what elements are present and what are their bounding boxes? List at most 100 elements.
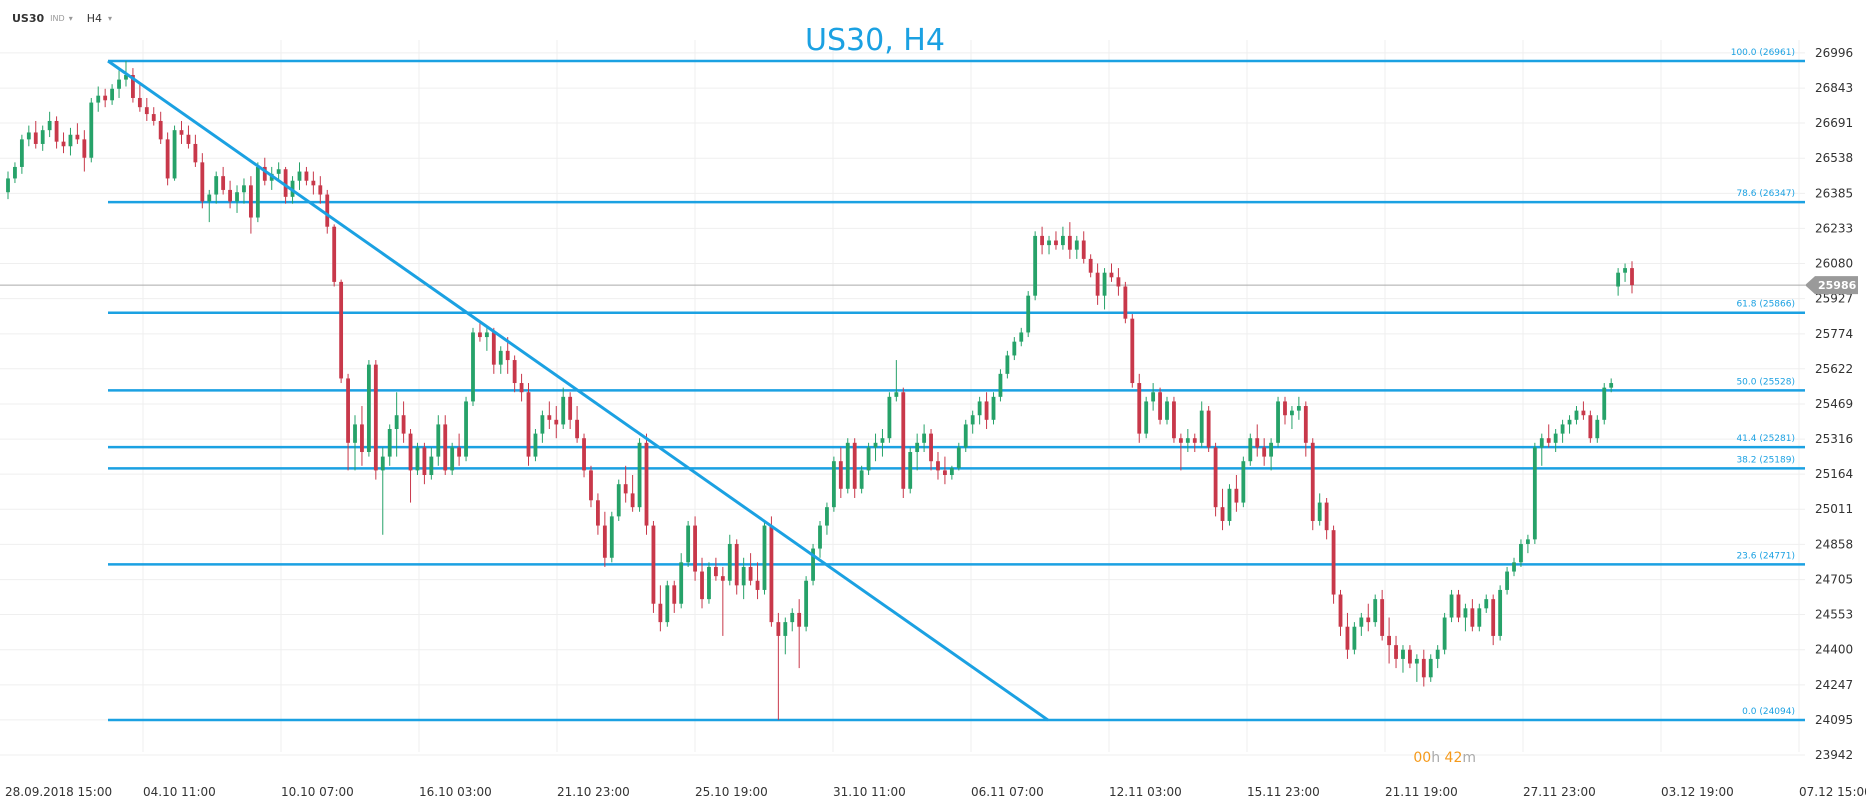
y-tick-label: 25164	[1815, 467, 1853, 481]
candle	[1449, 589, 1454, 623]
candle-body	[1276, 401, 1280, 443]
candle-body	[283, 169, 288, 197]
candle-body	[1345, 626, 1350, 650]
candle	[894, 360, 899, 402]
candle	[596, 493, 600, 535]
candle-body	[707, 566, 711, 600]
candle-body	[1338, 594, 1343, 627]
candle-body	[346, 378, 350, 443]
x-tick-label: 03.12 19:00	[1661, 785, 1734, 799]
candle-body	[1401, 649, 1405, 659]
candle-body	[1213, 447, 1218, 508]
candle	[1519, 539, 1523, 567]
candle-body	[297, 171, 302, 181]
candle	[297, 162, 302, 190]
candle	[845, 438, 850, 494]
candle	[96, 86, 101, 112]
candle-body	[956, 447, 961, 469]
candle	[1491, 594, 1496, 646]
candle-body	[748, 566, 753, 581]
candle	[776, 612, 781, 721]
candle	[1338, 589, 1343, 636]
candle-body	[1005, 355, 1010, 374]
candle	[1484, 594, 1489, 613]
current-price-label: 25986	[1818, 279, 1857, 292]
symbol-selector[interactable]: US30	[12, 11, 45, 25]
candle-body	[471, 332, 475, 402]
candle-body	[977, 401, 982, 416]
candle-body	[554, 419, 559, 425]
candle-body	[526, 392, 531, 457]
grid-layer	[0, 40, 1805, 756]
candle-body	[1206, 410, 1211, 448]
candle	[672, 580, 677, 613]
candle	[1310, 438, 1315, 531]
candle-body	[318, 185, 323, 195]
candle-body	[1047, 240, 1051, 246]
candle-body	[255, 166, 260, 218]
timeframe-dropdown-icon[interactable]: ▾	[107, 13, 112, 23]
candle	[1435, 645, 1440, 669]
candle-body	[26, 132, 31, 140]
candle-body	[804, 580, 809, 627]
candle-body	[1456, 594, 1461, 618]
candle	[693, 516, 697, 581]
candle	[339, 279, 344, 384]
candle	[1123, 281, 1128, 324]
candle	[741, 557, 746, 600]
x-tick-label: 06.11 07:00	[971, 785, 1044, 799]
candle	[1005, 350, 1010, 379]
candle	[1303, 401, 1308, 457]
candle-body	[831, 461, 836, 508]
y-tick-label: 26385	[1815, 186, 1853, 200]
candle-body	[665, 585, 670, 623]
candle-body	[165, 139, 170, 179]
candle	[1623, 263, 1627, 282]
candle	[818, 520, 822, 558]
candle-body	[589, 470, 593, 501]
candle-body	[1012, 341, 1017, 356]
candle	[26, 125, 31, 147]
candle	[82, 130, 87, 172]
candle	[707, 562, 711, 604]
candle	[804, 576, 809, 632]
candle	[1546, 424, 1551, 448]
candle-body	[1130, 318, 1135, 384]
candle-body	[124, 74, 128, 80]
candle	[623, 465, 628, 503]
candle-body	[117, 79, 121, 89]
candle-body	[519, 383, 524, 393]
candle-body	[1477, 608, 1482, 627]
candle	[1428, 654, 1433, 682]
x-tick-label: 10.10 07:00	[281, 785, 354, 799]
candle-body	[1067, 235, 1072, 250]
candle	[478, 323, 482, 342]
candle	[825, 502, 829, 535]
candle-body	[1088, 258, 1093, 273]
candle	[1130, 314, 1135, 388]
candle	[915, 433, 920, 471]
candle	[207, 189, 212, 223]
candle	[443, 415, 448, 475]
timer-hours-unit: h	[1431, 750, 1441, 766]
timeframe-selector[interactable]: H4	[86, 11, 102, 25]
candle	[387, 424, 392, 466]
candle	[1456, 589, 1461, 623]
candle	[366, 360, 371, 457]
candle-body	[387, 429, 392, 457]
symbol-dropdown-icon[interactable]: ▾	[68, 13, 73, 23]
candle-body	[380, 456, 385, 471]
candle	[193, 134, 198, 167]
candle	[838, 447, 843, 498]
candle	[1616, 268, 1621, 296]
candle	[221, 166, 226, 195]
candle-body	[1435, 649, 1440, 659]
fib-level-label: 0.0 (24094)	[1742, 707, 1795, 717]
candle-body	[304, 171, 309, 181]
candle-body	[1616, 272, 1621, 287]
candle-body	[602, 525, 607, 558]
candle	[811, 543, 815, 586]
candle-body	[1581, 410, 1586, 416]
candle-body	[366, 364, 371, 453]
